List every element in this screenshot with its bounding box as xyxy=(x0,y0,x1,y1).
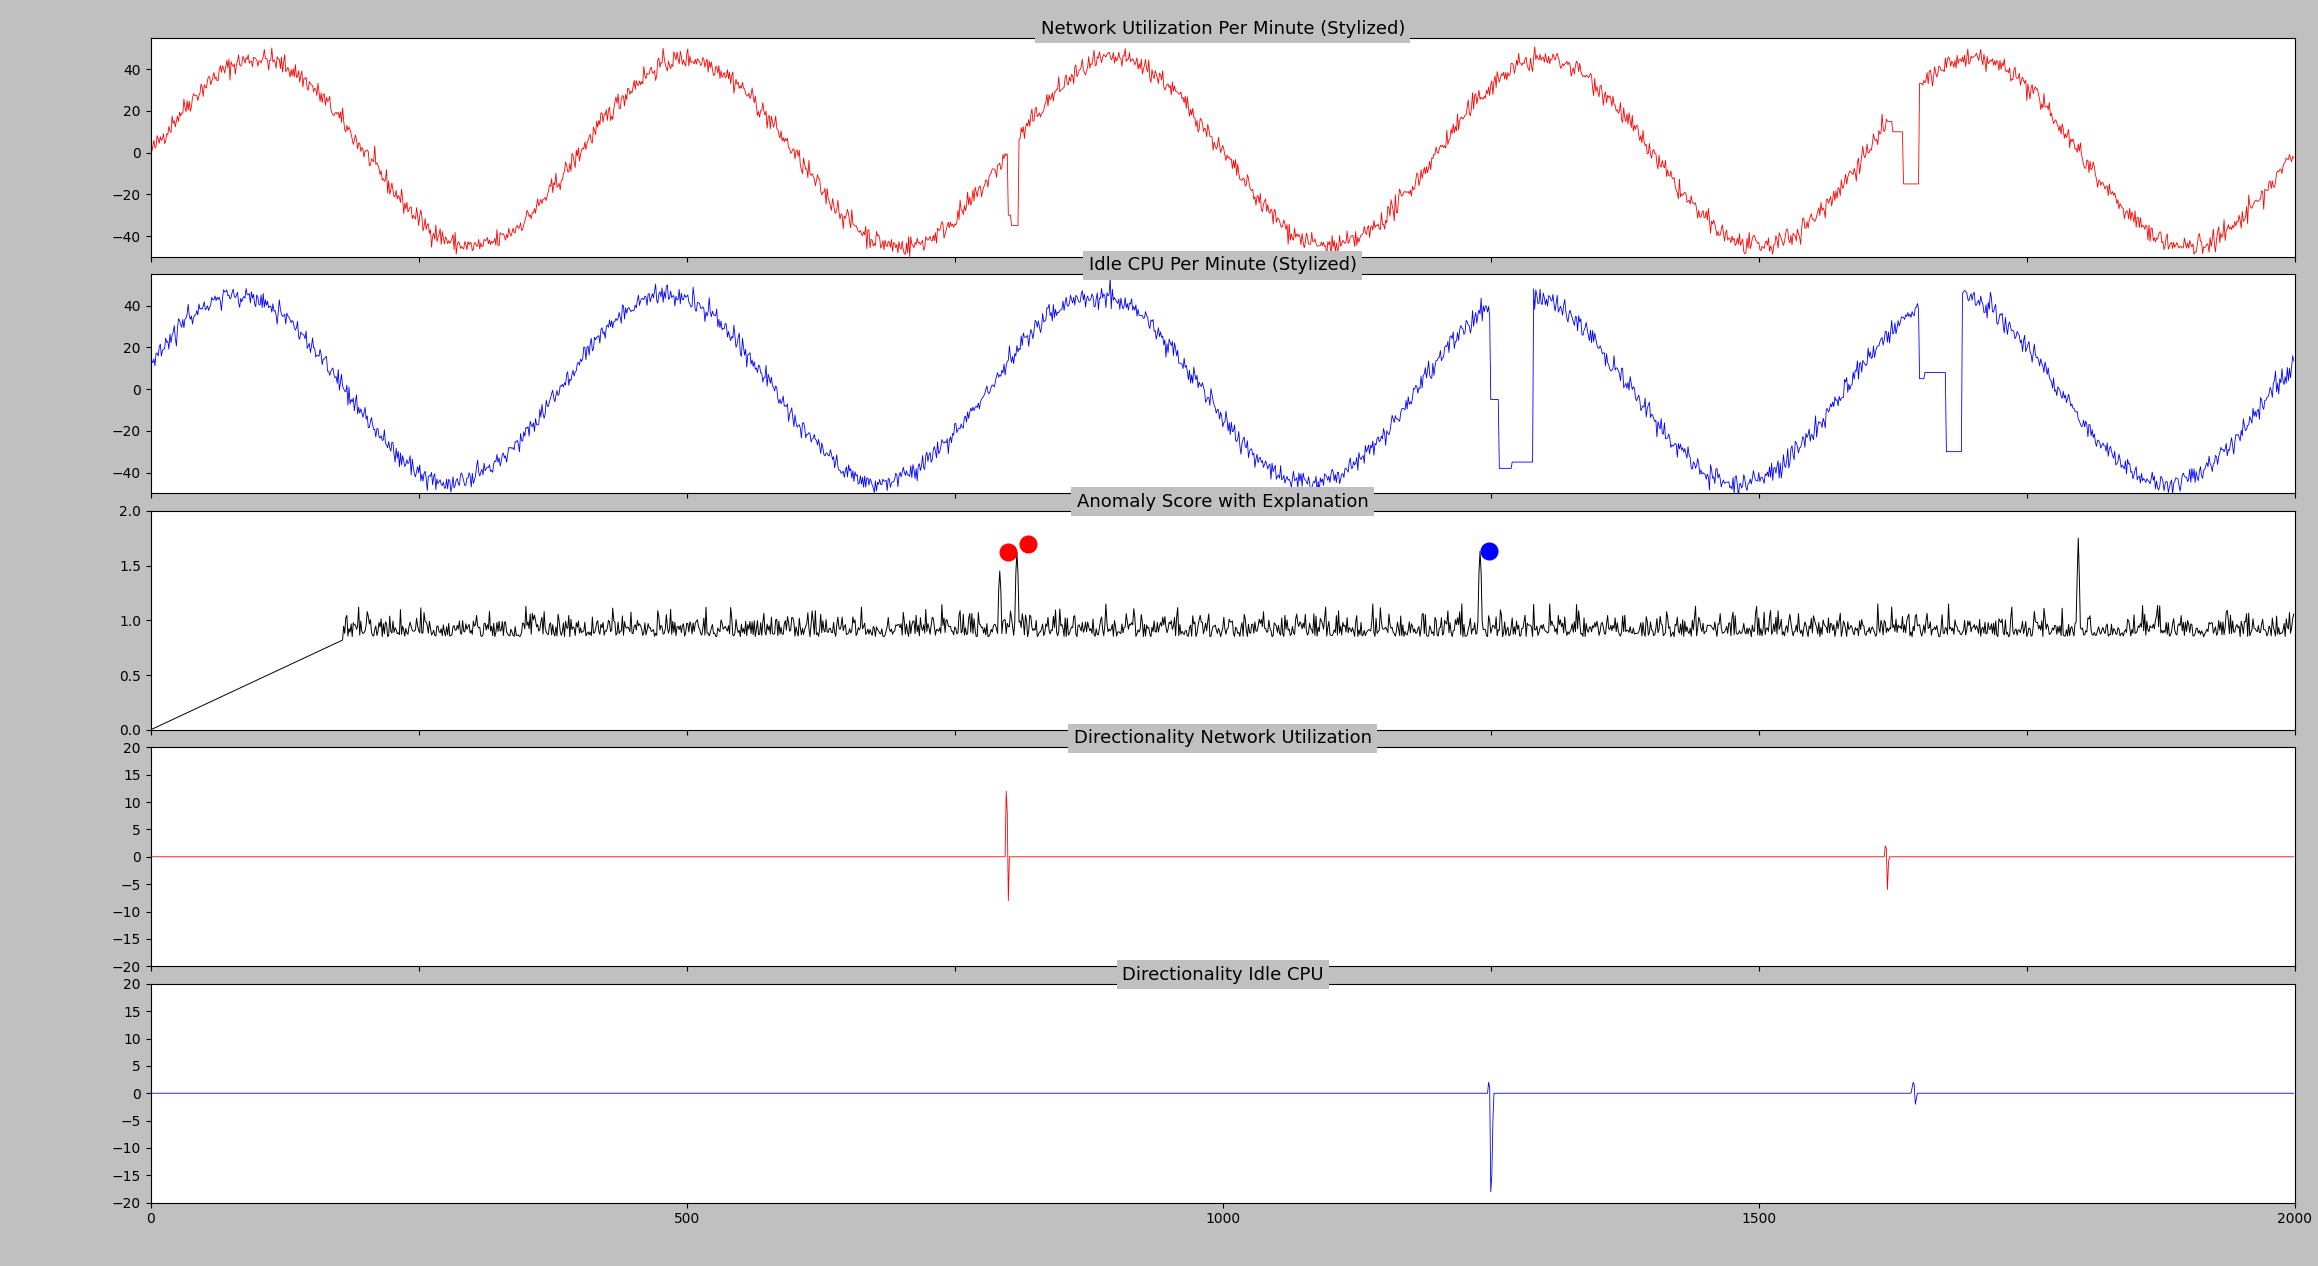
Title: Network Utilization Per Minute (Stylized): Network Utilization Per Minute (Stylized… xyxy=(1041,20,1405,38)
Title: Directionality Idle CPU: Directionality Idle CPU xyxy=(1122,966,1324,984)
Title: Idle CPU Per Minute (Stylized): Idle CPU Per Minute (Stylized) xyxy=(1089,257,1356,275)
Title: Anomaly Score with Explanation: Anomaly Score with Explanation xyxy=(1078,492,1368,511)
Title: Directionality Network Utilization: Directionality Network Utilization xyxy=(1073,729,1372,747)
